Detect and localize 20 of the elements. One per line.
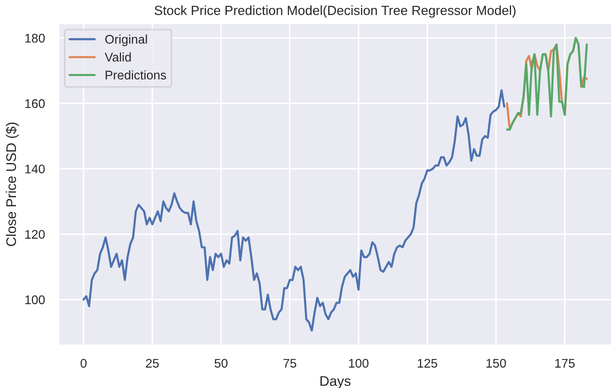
- x-tick-label: 0: [80, 358, 87, 368]
- line-series: [506, 36, 588, 131]
- y-tick-label: 160: [25, 99, 45, 108]
- x-tick-label: 75: [283, 358, 296, 368]
- y-tick-label: 100: [25, 295, 45, 304]
- x-tick-label: 125: [418, 358, 438, 368]
- x-tick-label: 150: [486, 358, 506, 368]
- x-tick-label: 100: [349, 358, 368, 368]
- y-tick-label: 140: [25, 164, 45, 174]
- legend-label: Predictions: [106, 70, 166, 80]
- x-tick-label: 50: [214, 358, 228, 368]
- legend-label: Original: [105, 34, 147, 46]
- chart-title: Stock Price Prediction Model(Decision Tree Regressor Model): [154, 5, 516, 18]
- line-series: [82, 89, 506, 332]
- x-tick-label: 25: [146, 358, 159, 368]
- y-tick-label: 120: [25, 230, 45, 239]
- x-tick-label: 175: [555, 358, 575, 368]
- y-tick-label: 180: [25, 34, 45, 43]
- y-axis-title: Close Price USD ($): [6, 122, 19, 246]
- legend-label: Valid: [104, 52, 131, 62]
